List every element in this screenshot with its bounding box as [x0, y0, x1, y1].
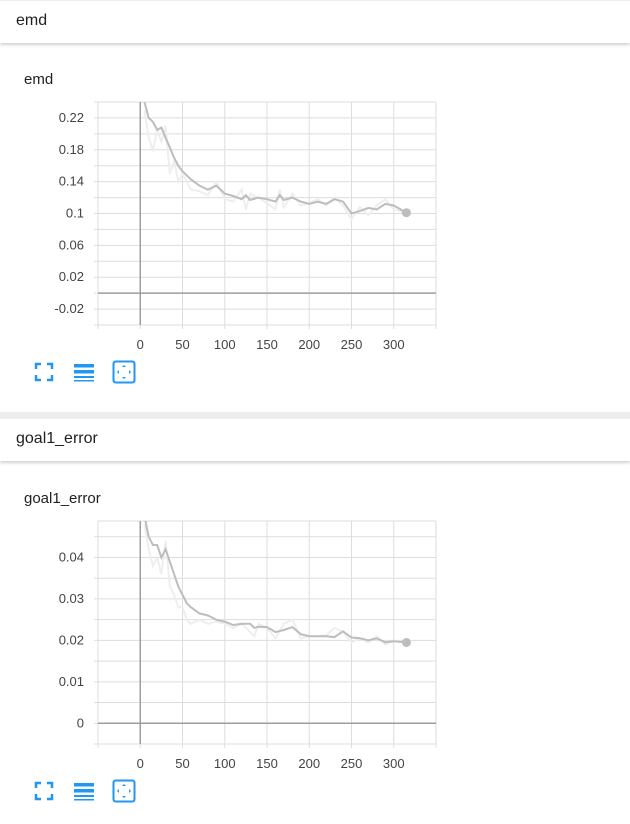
x-tick-label: 200: [298, 756, 320, 771]
group-header-goal1-error[interactable]: goal1_error: [0, 418, 630, 461]
y-tick-label: 0.1: [66, 206, 84, 221]
y-tick-label: 0.03: [59, 591, 84, 606]
x-tick-label: 50: [175, 337, 189, 352]
x-tick-label: 100: [214, 756, 236, 771]
last-point-marker: [401, 637, 411, 647]
fullscreen-icon[interactable]: [32, 779, 56, 803]
emd-chart[interactable]: 0 50 100 150 200 250 300 0.22 0.18 0.14 0.1 0.06 0.0…: [0, 0, 630, 400]
x-tick-label: 100: [214, 337, 236, 352]
chart-title: emd: [24, 71, 54, 88]
raw-series-line: [143, 109, 407, 221]
x-tick-label: 150: [256, 337, 278, 352]
y-tick-label: 0.02: [59, 269, 84, 284]
divider: [0, 412, 630, 418]
x-tick-label: 0: [137, 337, 144, 352]
y-tick-label: 0.18: [59, 142, 84, 157]
fit-domain-icon[interactable]: [112, 779, 136, 803]
y-tick-label: 0: [77, 715, 84, 730]
toggle-log-scale-icon[interactable]: [72, 779, 96, 803]
x-tick-label: 50: [175, 756, 189, 771]
x-tick-label: 300: [383, 756, 405, 771]
toggle-log-scale-icon[interactable]: [72, 360, 96, 384]
y-tick-label: 0.06: [59, 237, 84, 252]
y-tick-label: 0.22: [59, 110, 84, 125]
smoothed-series-line: [143, 102, 407, 215]
smoothed-series-line: [144, 521, 407, 644]
y-tick-label: 0.02: [59, 632, 84, 647]
raw-series-line: [143, 524, 407, 646]
y-tick-label: 0.14: [59, 174, 84, 189]
fullscreen-icon[interactable]: [32, 360, 56, 384]
x-tick-label: 150: [256, 756, 278, 771]
x-tick-label: 250: [341, 337, 363, 352]
group-title: goal1_error: [16, 430, 98, 447]
y-tick-label: 0.01: [59, 674, 84, 689]
y-tick-label: 0.04: [59, 549, 84, 564]
x-tick-label: 300: [383, 337, 405, 352]
x-tick-label: 200: [298, 337, 320, 352]
x-tick-label: 250: [341, 756, 363, 771]
group-header-emd[interactable]: emd: [0, 0, 630, 43]
group-title: emd: [16, 12, 48, 29]
last-point-marker: [401, 208, 411, 218]
x-tick-label: 0: [137, 756, 144, 771]
chart-title: goal1_error: [24, 490, 101, 507]
fit-domain-icon[interactable]: [112, 360, 136, 384]
y-tick-label: -0.02: [54, 301, 84, 316]
